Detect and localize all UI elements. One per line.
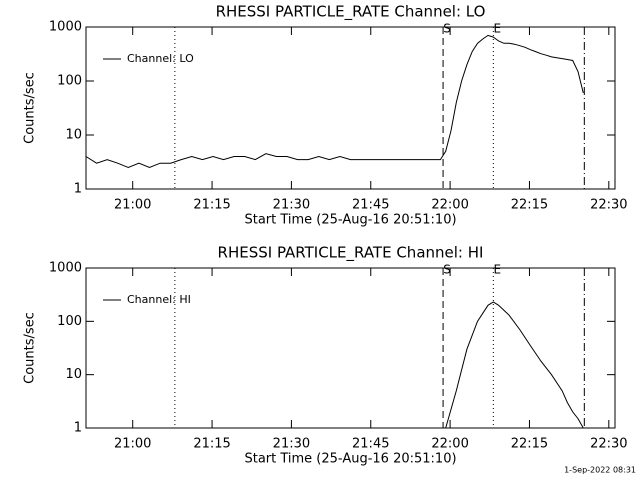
marker-label: E: [494, 263, 502, 277]
legend-label: Channel: LO: [127, 52, 194, 65]
x-tick-label: 22:15: [511, 437, 548, 452]
y-tick-label: 10: [65, 128, 82, 143]
x-tick-label: 22:15: [511, 198, 548, 213]
x-tick-label: 21:15: [193, 437, 230, 452]
x-tick-label: 22:00: [431, 198, 468, 213]
y-tick-label: 1: [74, 182, 82, 197]
marker-label: S: [443, 263, 451, 277]
x-tick-label: 22:00: [431, 437, 468, 452]
y-tick-label: 1000: [49, 261, 82, 276]
marker-label: E: [494, 22, 502, 36]
x-tick-label: 21:00: [114, 198, 151, 213]
plot-frame: [85, 267, 616, 429]
y-tick-label: 1000: [49, 20, 82, 35]
y-tick-label: 100: [57, 314, 82, 329]
marker-label: S: [443, 22, 451, 36]
x-tick-label: 21:30: [273, 198, 310, 213]
y-tick-label: 100: [57, 74, 82, 89]
x-tick-label: 21:45: [352, 437, 389, 452]
legend-label: Channel: HI: [127, 293, 191, 306]
y-axis-label: Counts/sec: [23, 312, 38, 384]
x-tick-label: 21:15: [193, 198, 230, 213]
x-tick-label: 21:30: [273, 437, 310, 452]
footer: 1-Sep-2022 08:31: [564, 466, 636, 475]
x-tick-label: 22:30: [590, 198, 627, 213]
data-line: [445, 301, 584, 429]
x-axis-label: Start Time (25-Aug-16 20:51:10): [244, 213, 456, 228]
x-axis-label: Start Time (25-Aug-16 20:51:10): [244, 452, 456, 467]
data-line: [85, 34, 584, 169]
x-tick-label: 21:45: [352, 198, 389, 213]
y-tick-label: 10: [65, 367, 82, 382]
y-axis-label: Counts/sec: [23, 72, 38, 144]
y-tick-label: 1: [74, 421, 82, 436]
x-tick-label: 22:30: [590, 437, 627, 452]
plot-frame: [85, 26, 616, 190]
x-tick-label: 21:00: [114, 437, 151, 452]
chart-title: RHESSI PARTICLE_RATE Channel: LO: [216, 3, 486, 22]
chart-title: RHESSI PARTICLE_RATE Channel: HI: [218, 244, 484, 263]
